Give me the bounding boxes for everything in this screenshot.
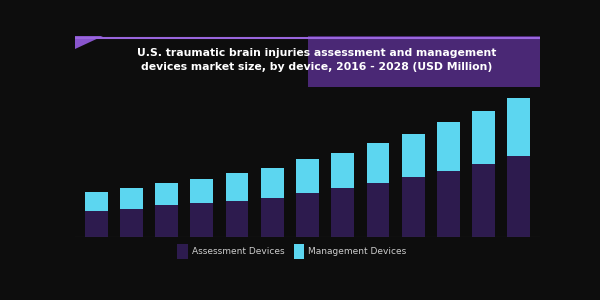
Bar [120, 209, 143, 237]
Bar [190, 203, 213, 237]
Bar [296, 193, 319, 237]
Text: Management Devices: Management Devices [308, 247, 407, 256]
Bar [293, 244, 304, 260]
Bar [190, 179, 213, 203]
Bar [261, 198, 284, 237]
Bar [472, 111, 495, 164]
Bar [367, 143, 389, 182]
Bar [508, 98, 530, 156]
Bar [178, 244, 188, 260]
Bar [296, 159, 319, 193]
Bar [402, 177, 425, 237]
Bar [120, 188, 143, 209]
Bar [85, 192, 107, 211]
Text: U.S. traumatic brain injuries assessment and management
devices market size, by : U.S. traumatic brain injuries assessment… [137, 48, 496, 72]
Bar [155, 205, 178, 237]
Bar [331, 188, 354, 237]
Bar [508, 156, 530, 237]
Bar [331, 152, 354, 188]
Text: Assessment Devices: Assessment Devices [192, 247, 285, 256]
Bar [437, 122, 460, 171]
Bar [402, 134, 425, 177]
Bar [472, 164, 495, 237]
Bar [226, 201, 248, 237]
Bar [367, 182, 389, 237]
Bar [155, 182, 178, 205]
Polygon shape [75, 36, 103, 49]
Bar [261, 167, 284, 198]
Bar [85, 211, 107, 237]
Bar [226, 173, 248, 201]
Bar [308, 36, 540, 87]
Bar [437, 171, 460, 237]
